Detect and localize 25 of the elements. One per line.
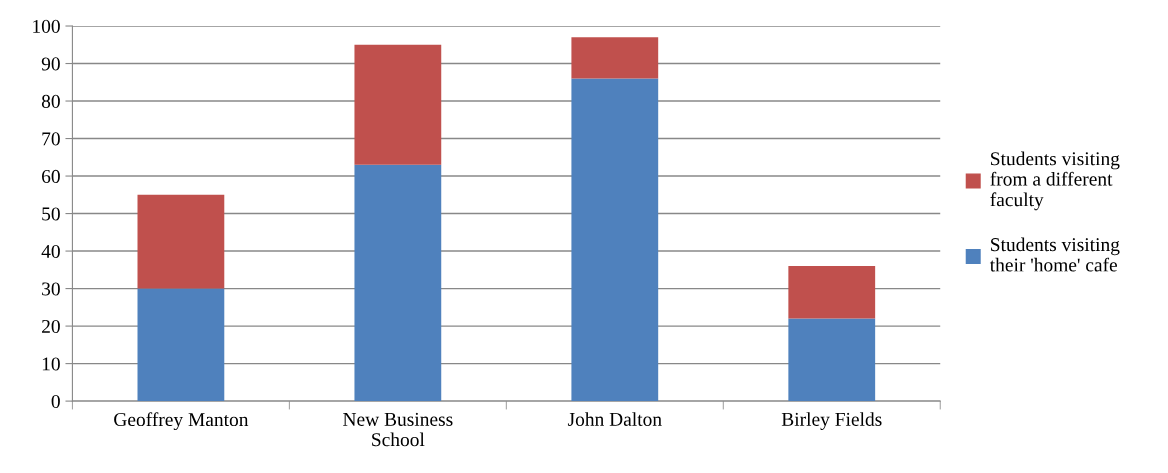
- x-tick-label: New Business School: [343, 412, 453, 447]
- y-tick-label: 40: [41, 244, 60, 259]
- bar: [354, 44, 442, 165]
- y-tick-label: 30: [42, 282, 60, 296]
- bar: [137, 288, 225, 402]
- legend-label: Students visiting from a different faculty: [990, 151, 1120, 211]
- x-tick-label: Geoffrey Manton: [114, 412, 249, 431]
- x-tick-label: Birley Fields: [781, 412, 882, 430]
- bar: [571, 37, 659, 79]
- y-tick-label: 100: [33, 19, 60, 33]
- y-tick-label: 10: [42, 357, 60, 371]
- bar: [137, 194, 225, 289]
- y-tick-label: 70: [42, 132, 60, 146]
- x-tick-label: John Dalton: [567, 412, 662, 426]
- bar: [354, 164, 442, 402]
- y-tick-label: 50: [42, 207, 60, 221]
- y-tick-label: 90: [41, 57, 60, 71]
- bar: [788, 318, 876, 402]
- legend-label: Students visiting their 'home' cafe: [989, 237, 1120, 272]
- bar: [571, 78, 659, 402]
- y-tick-label: 80: [41, 94, 60, 108]
- y-tick-label: 0: [51, 394, 60, 409]
- bar: [788, 266, 876, 319]
- y-tick-label: 60: [42, 169, 60, 183]
- y-tick-label: 20: [42, 319, 60, 334]
